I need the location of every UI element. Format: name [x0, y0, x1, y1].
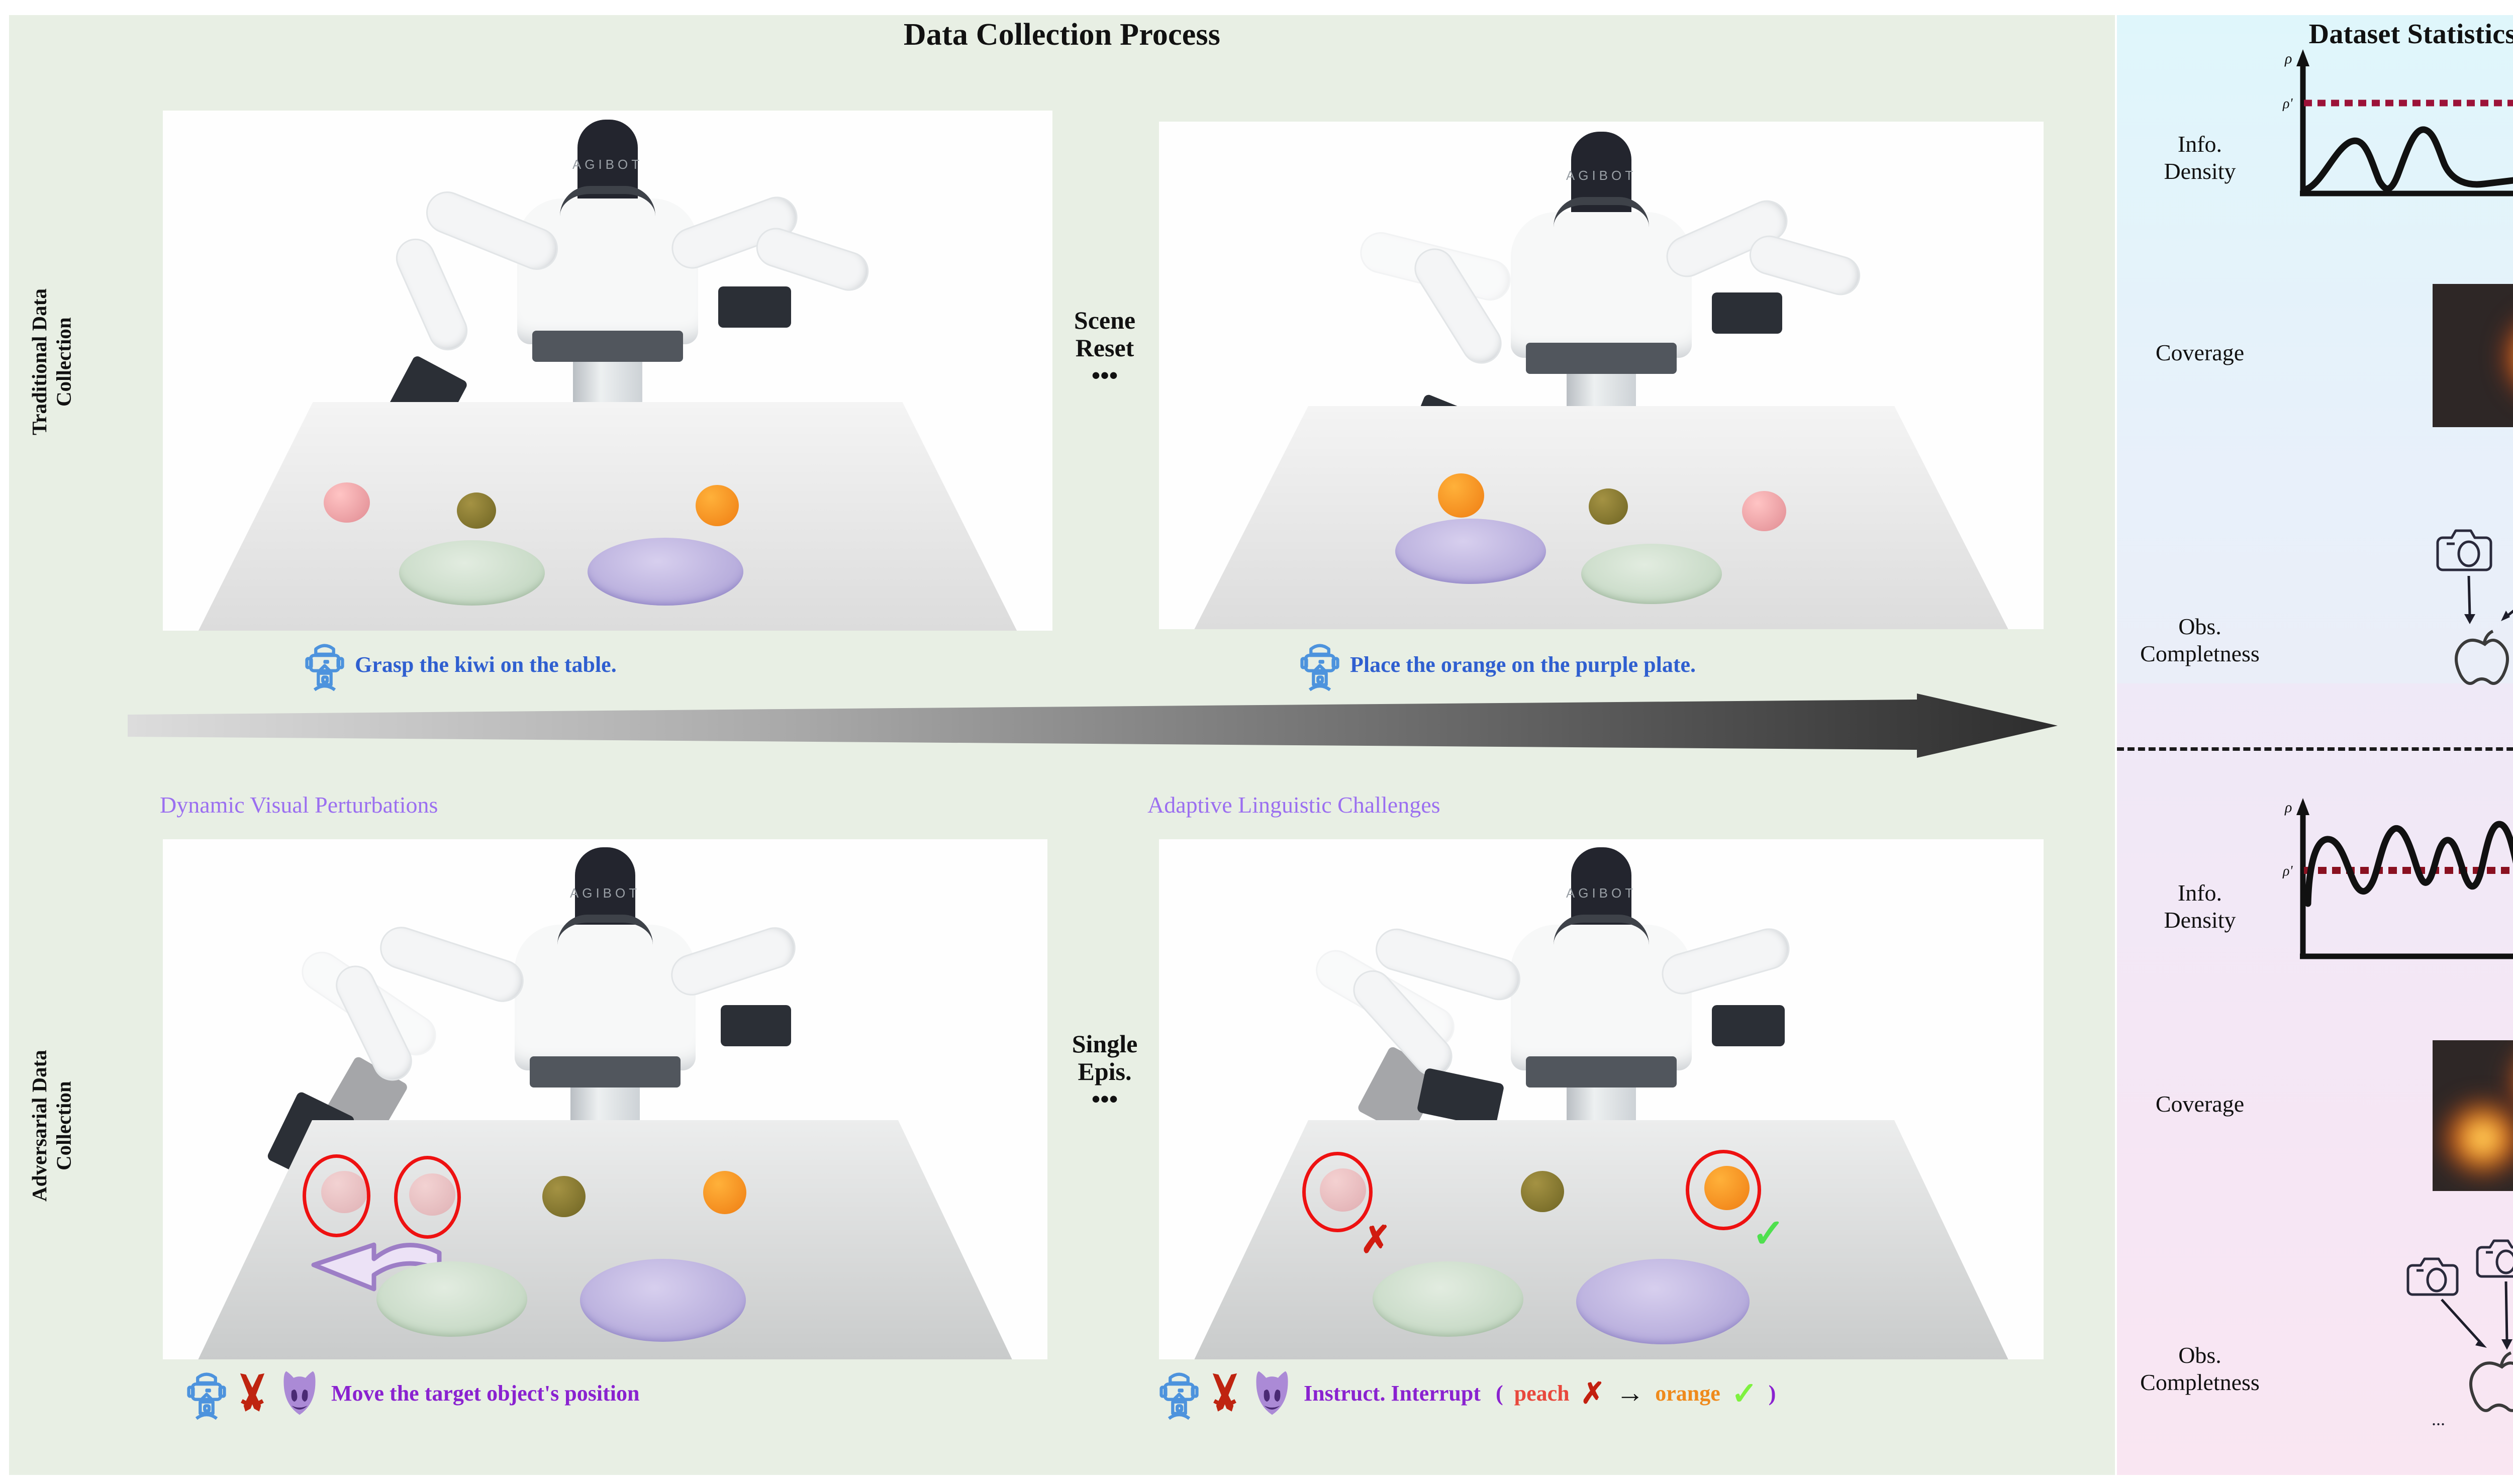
row-label-traditional: Traditional Data Collection — [28, 288, 75, 435]
vr-operator-icon — [305, 644, 344, 691]
wrong-mark-icon: ✗ — [1580, 1377, 1605, 1410]
caption-text: Move the target object's position — [331, 1380, 640, 1406]
y-axis-label: ρ — [2284, 50, 2292, 67]
dataset-statistics-panel: Dataset Statistics Info. Density ρ ρ' t … — [2117, 15, 2513, 1475]
stat-label-info-density: Info. Density — [2164, 131, 2236, 184]
screenshot-visual-perturbation: AGIBOT — [163, 839, 1047, 1359]
stat-label-obs-completeness-adv: Obs. Completness — [2140, 1342, 2260, 1396]
right-object-label: orange — [1655, 1380, 1720, 1406]
devil-emoji-icon — [1256, 1371, 1288, 1415]
stat-label-obs-completeness: Obs. Completness — [2140, 614, 2260, 667]
wrong-object-label: peach — [1514, 1380, 1570, 1406]
dataset-statistics-title: Dataset Statistics — [2308, 19, 2513, 50]
vr-operator-icon — [1300, 644, 1339, 691]
vr-operator-icon — [1159, 1372, 1199, 1420]
devil-emoji-icon — [283, 1371, 316, 1415]
screenshot-linguistic-interrupt: AGIBOT ✗ ✓ — [1159, 839, 2044, 1359]
apple-icon — [2469, 1351, 2513, 1412]
section-divider — [2117, 747, 2513, 751]
ellipsis-label: ... — [2432, 1409, 2445, 1429]
crossed-swords-icon — [240, 1373, 265, 1412]
caption-text: Place the orange on the purple plate. — [1350, 652, 1696, 677]
screenshot-grasp-kiwi: AGIBOT — [163, 111, 1052, 631]
caption-text: Grasp the kiwi on the table. — [355, 652, 617, 677]
arrow-line — [2467, 575, 2471, 617]
coverage-heatmap-adversarial — [2433, 1040, 2513, 1191]
y-axis-label: ρ — [2284, 799, 2292, 816]
highlight-circle-right — [1686, 1150, 1761, 1230]
obs-completeness-diagram-adversarial: ... — [2406, 1239, 2513, 1429]
robot-scene: AGIBOT — [1159, 122, 2044, 629]
caption-place-orange: Place the orange on the purple plate. — [1300, 638, 1696, 691]
info-density-chart-traditional: ρ ρ' t — [2282, 49, 2513, 196]
stat-label-info-density-adv: Info. Density — [2164, 880, 2236, 933]
robot-scene: AGIBOT — [163, 839, 1047, 1359]
threshold-label: ρ' — [2282, 96, 2293, 112]
info-density-chart-adversarial: ρ ρ' t — [2282, 798, 2513, 959]
robot-scene: AGIBOT — [163, 111, 1052, 631]
data-collection-process-panel: Data Collection Process Traditional Data… — [9, 15, 2115, 1475]
arrow-line — [2506, 610, 2513, 617]
caption-grasp-kiwi: Grasp the kiwi on the table. — [305, 638, 617, 691]
camera-icon — [2436, 529, 2492, 571]
highlight-circle — [394, 1156, 461, 1239]
transition-arrow-icon: → — [1616, 1377, 1645, 1409]
page-title: Data Collection Process — [903, 18, 1221, 52]
threshold-label: ρ' — [2282, 863, 2293, 879]
density-curve — [2304, 126, 2513, 192]
apple-icon — [2455, 630, 2509, 685]
highlight-circle — [303, 1154, 370, 1237]
paren-close: ) — [1768, 1380, 1776, 1406]
camera-icon — [2476, 1239, 2513, 1278]
caption-move-target: Move the target object's position — [187, 1367, 640, 1420]
move-direction-arrow — [311, 1242, 442, 1292]
right-mark: ✓ — [1752, 1211, 1785, 1255]
wrong-mark: ✗ — [1360, 1219, 1392, 1260]
paren-open: ( — [1495, 1380, 1503, 1406]
scene-reset-label: Scene Reset ••• — [1074, 306, 1136, 389]
process-flow-arrow — [128, 694, 2058, 758]
vr-operator-icon — [187, 1372, 226, 1420]
coverage-heatmap-traditional — [2433, 284, 2513, 427]
row-label-adversarial: Adversarial Data Collection — [28, 1050, 75, 1202]
crossed-swords-icon — [1212, 1373, 1237, 1412]
robot-scene: AGIBOT ✗ ✓ — [1159, 839, 2044, 1359]
single-episode-label: Single Epis. ••• — [1072, 1030, 1138, 1113]
highlight-circle-wrong — [1302, 1152, 1373, 1232]
caption-prefix: Instruct. Interrupt — [1304, 1380, 1481, 1406]
obs-completeness-diagram-traditional — [2436, 529, 2513, 685]
screenshot-place-orange: AGIBOT — [1159, 122, 2044, 629]
density-curve — [2304, 821, 2513, 907]
right-mark-icon: ✓ — [1731, 1376, 1758, 1411]
camera-icon — [2406, 1257, 2459, 1296]
subhead-visual-perturbations: Dynamic Visual Perturbations — [160, 792, 438, 818]
stat-label-coverage: Coverage — [2155, 340, 2245, 365]
caption-instruct-interrupt: Instruct. Interrupt ( peach ✗ → orange ✓… — [1159, 1367, 1776, 1420]
stat-label-coverage-adv: Coverage — [2155, 1091, 2245, 1117]
subhead-linguistic-challenges: Adaptive Linguistic Challenges — [1147, 792, 1440, 818]
